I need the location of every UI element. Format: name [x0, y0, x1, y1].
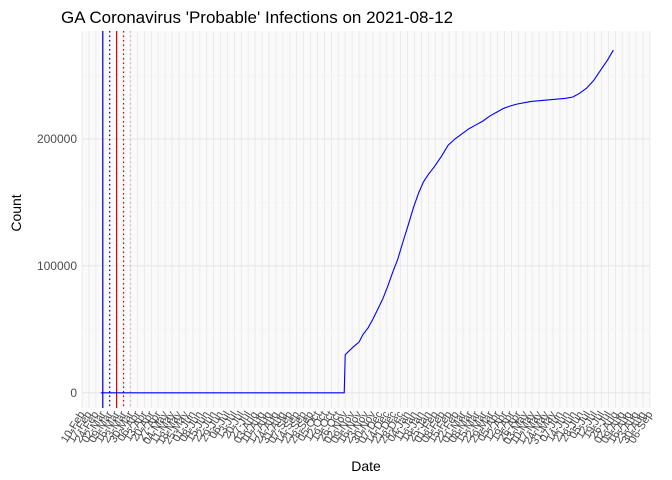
x-axis-ticks: 10-Feb17-Feb24-Feb02-Mar09-Mar16-Mar23-M…	[59, 409, 656, 447]
y-axis-title: Count	[8, 194, 24, 231]
series-layer	[100, 49, 614, 394]
reference-lines	[102, 31, 132, 408]
series-line	[100, 49, 614, 394]
y-tick-label: 0	[70, 386, 77, 400]
grid	[81, 31, 651, 408]
y-tick-label: 200000	[37, 132, 77, 146]
x-axis-title: Date	[351, 458, 381, 474]
y-axis-ticks: 0 100000 200000	[37, 132, 77, 400]
chart-title: GA Coronavirus 'Probable' Infections on …	[61, 8, 453, 27]
y-tick-label: 100000	[37, 259, 77, 273]
